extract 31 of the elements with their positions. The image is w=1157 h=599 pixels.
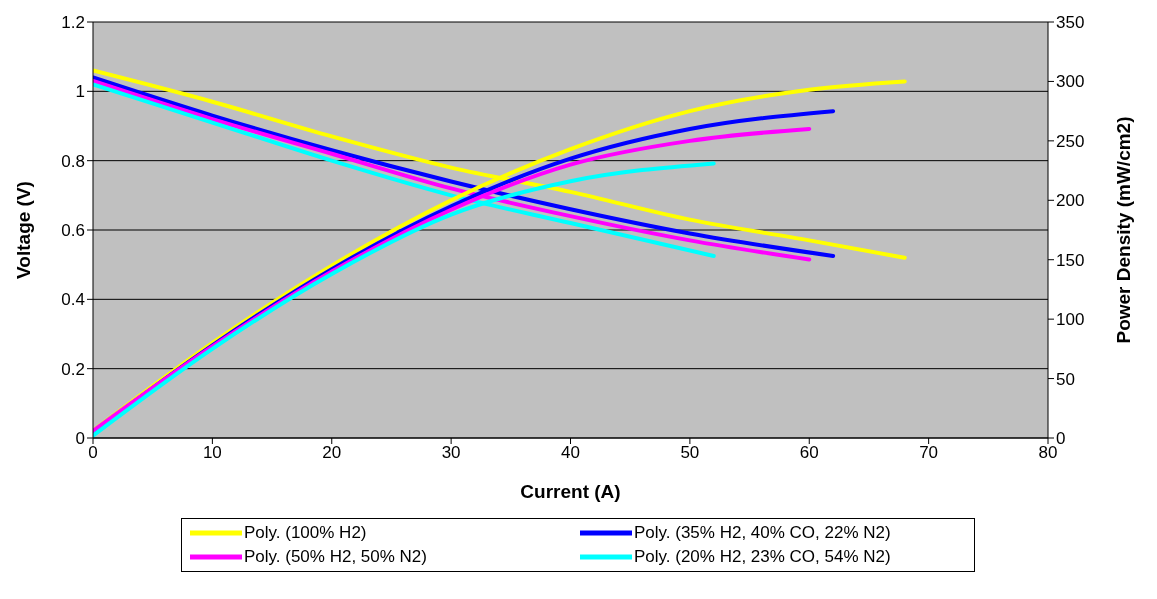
y2-axis-title: Power Density (mW/cm2) [1112,116,1134,344]
y-axis-title: Voltage (V) [12,181,34,279]
y-tick-label: 0.6 [61,221,85,241]
y-tick-label: 0 [75,429,85,449]
x-tick-label: 60 [799,443,819,463]
legend-label: Poly. (35% H2, 40% CO, 22% N2) [634,523,891,543]
y2-tick-label: 50 [1056,369,1075,389]
legend-label: Poly. (50% H2, 50% N2) [244,547,427,567]
x-tick-label: 50 [680,443,700,463]
x-tick-label: 70 [919,443,939,463]
y-tick-label: 0.2 [61,359,85,379]
y-tick-label: 1 [75,82,85,102]
y2-tick-label: 250 [1056,131,1085,151]
x-tick-label: 20 [322,443,342,463]
y2-tick-label: 200 [1056,191,1085,211]
legend-label: Poly. (100% H2) [244,523,367,543]
y-tick-label: 0.8 [61,151,85,171]
y2-tick-label: 100 [1056,310,1085,330]
y2-tick-label: 0 [1056,429,1066,449]
y-tick-label: 1.2 [61,13,85,33]
x-tick-label: 0 [88,443,98,463]
x-tick-label: 10 [202,443,222,463]
y2-tick-label: 350 [1056,13,1085,33]
x-tick-label: 80 [1038,443,1058,463]
y-tick-label: 0.4 [61,290,85,310]
legend-label: Poly. (20% H2, 23% CO, 54% N2) [634,547,891,567]
x-tick-label: 30 [441,443,461,463]
x-axis-title: Current (A) [520,481,621,502]
y2-tick-label: 300 [1056,72,1085,92]
y2-tick-label: 150 [1056,250,1085,270]
x-tick-label: 40 [561,443,580,463]
